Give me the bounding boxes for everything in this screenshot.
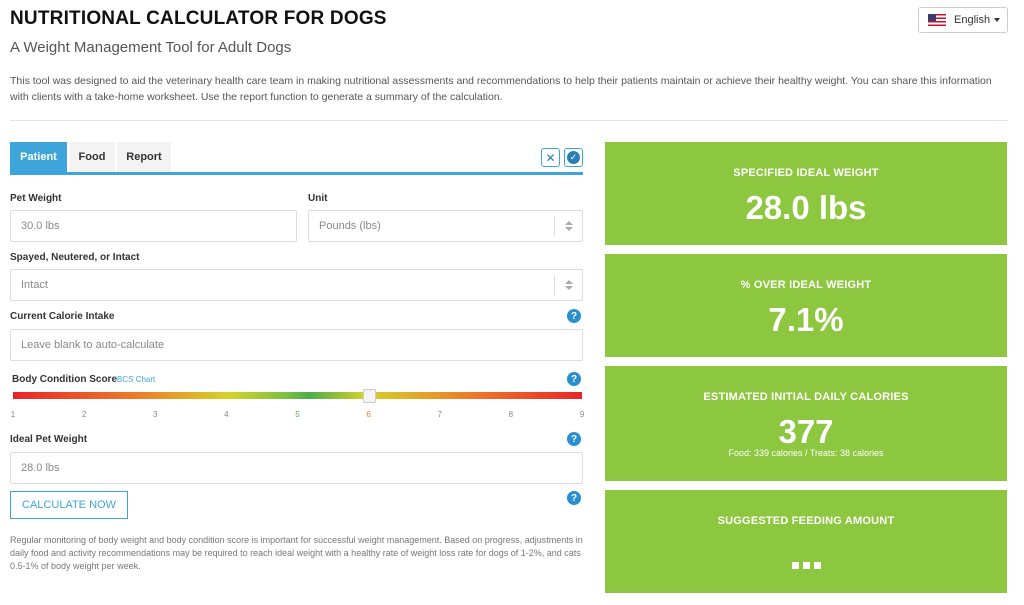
feeding-card: SUGGESTED FEEDING AMOUNT [605,490,1007,593]
bcs-tick-4: 4 [224,410,229,419]
tab-bar: Patient Food Report ✕ ✓ [10,142,583,175]
select-arrows-icon [554,275,582,295]
bcs-tick-8: 8 [508,410,514,419]
divider [10,120,1008,121]
unit-value: Pounds (lbs) [319,220,381,232]
calorie-input[interactable]: Leave blank to auto-calculate [10,329,583,361]
bcs-slider-handle[interactable] [362,389,376,403]
spay-label: Spayed, Neutered, or Intact [10,252,140,263]
tab-food[interactable]: Food [69,142,115,172]
calories-card-breakdown: Food: 339 calories / Treats: 38 calories [728,448,884,458]
loading-dots-icon [605,562,1007,569]
tab-patient[interactable]: Patient [10,142,67,172]
page-subtitle: A Weight Management Tool for Adult Dogs [10,39,292,56]
unit-select[interactable]: Pounds (lbs) [308,210,583,242]
language-selector[interactable]: English [918,7,1008,33]
ideal-weight-card-value: 28.0 lbs [745,189,867,226]
bcs-tick-2: 2 [81,410,87,419]
clear-button[interactable]: ✕ [541,148,560,167]
calories-card: ESTIMATED INITIAL DAILY CALORIES 377 Foo… [605,366,1007,481]
bcs-tick-5: 5 [295,410,300,419]
ideal-weight-label: Ideal Pet Weight [10,434,88,445]
confirm-button[interactable]: ✓ [564,148,583,167]
caret-down-icon [994,18,1001,22]
spay-select[interactable]: Intact [10,269,583,301]
calories-card-title: ESTIMATED INITIAL DAILY CALORIES [703,391,909,403]
bcs-slider-track[interactable] [13,392,582,399]
tab-report[interactable]: Report [117,142,171,172]
calories-card-value: 377 [778,413,834,450]
help-icon[interactable]: ? [567,372,581,386]
bcs-chart-link[interactable]: BCS Chart [117,375,156,384]
bcs-label: Body Condition Score [12,374,117,385]
ideal-weight-card-title: SPECIFIED IDEAL WEIGHT [733,167,879,179]
calculate-now-button[interactable]: CALCULATE NOW [10,491,128,519]
spay-value: Intact [21,279,48,291]
page-title: NUTRITIONAL CALCULATOR FOR DOGS [10,8,387,29]
intro-text: This tool was designed to aid the veteri… [10,75,992,103]
calorie-label: Current Calorie Intake [10,311,115,322]
close-icon: ✕ [545,150,556,165]
over-weight-card-title: % OVER IDEAL WEIGHT [740,279,872,291]
over-weight-card-value: 7.1% [768,301,844,338]
bcs-tick-7: 7 [437,410,442,419]
feeding-card-title: SUGGESTED FEEDING AMOUNT [717,515,895,527]
bcs-tick-3: 3 [153,410,158,419]
help-icon[interactable]: ? [567,309,581,323]
select-arrows-icon [554,216,582,236]
over-weight-card: % OVER IDEAL WEIGHT 7.1% [605,254,1007,357]
us-flag-icon [928,14,946,26]
check-circle-icon: ✓ [567,151,580,164]
pet-weight-input[interactable]: 30.0 lbs [10,210,297,242]
pet-weight-label: Pet Weight [10,193,62,204]
monitoring-note: Regular monitoring of body weight and bo… [10,535,583,571]
help-icon[interactable]: ? [567,491,581,505]
bcs-tick-9: 9 [579,410,585,419]
bcs-tick-6: 6 [366,410,371,419]
bcs-tick-1: 1 [10,410,16,419]
ideal-weight-input[interactable]: 28.0 lbs [10,452,583,484]
help-icon[interactable]: ? [567,432,581,446]
ideal-weight-card: SPECIFIED IDEAL WEIGHT 28.0 lbs [605,142,1007,245]
unit-label: Unit [308,193,328,204]
language-label: English [954,14,991,26]
